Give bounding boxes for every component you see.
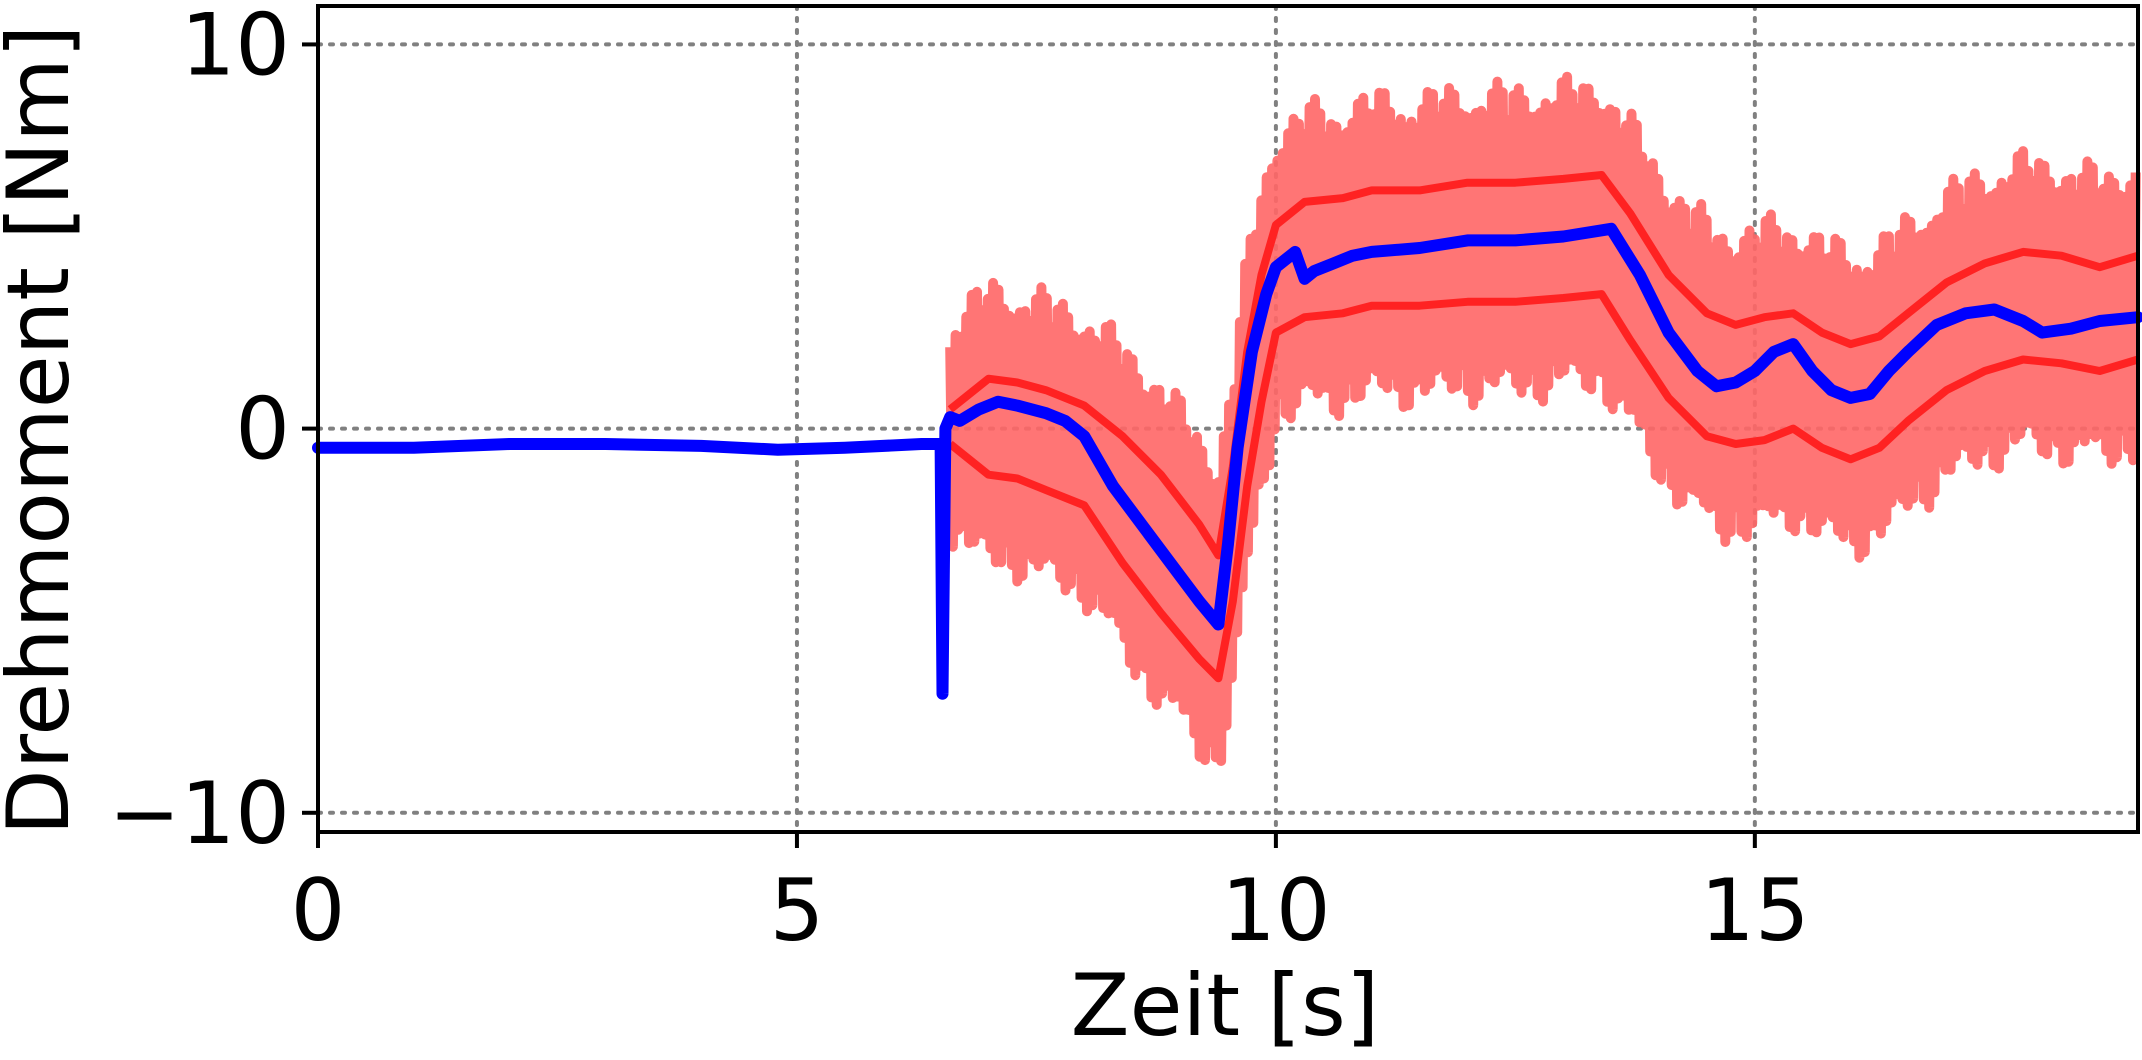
- x-tick-label: 5: [770, 861, 825, 961]
- y-axis-label: Drehmoment [Nm]: [0, 25, 89, 836]
- band-lower-line: [947, 290, 2140, 683]
- series-lines: [312, 222, 2142, 700]
- y-tick-label: 0: [235, 380, 290, 480]
- x-axis-label: Zeit [s]: [1071, 956, 1380, 1055]
- x-tick-label: 0: [291, 861, 346, 961]
- y-tick-label: 10: [181, 0, 290, 95]
- measured-torque-line: [312, 222, 2142, 700]
- band-upper-line: [947, 171, 2140, 560]
- plot-frame: [316, 4, 2140, 834]
- x-tick-label: 15: [1700, 861, 1809, 961]
- y-tick-label: −10: [109, 764, 291, 864]
- band-oscillation-trace: [945, 71, 2141, 766]
- confidence-band: [945, 71, 2141, 766]
- x-tick-label: 10: [1221, 861, 1330, 961]
